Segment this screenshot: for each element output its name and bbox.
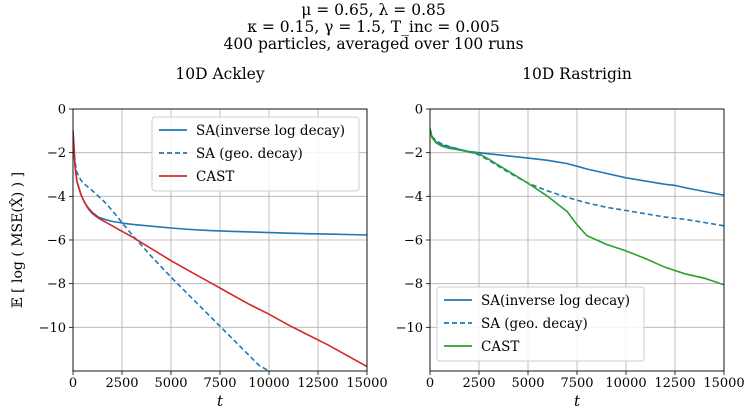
- legend-entry: SA(inverse log decay): [481, 293, 630, 309]
- legend-entry: SA (geo. decay): [196, 146, 303, 162]
- suptitle-line-1: μ = 0.65, λ = 0.85: [301, 1, 446, 19]
- x-tick-label: 10000: [605, 376, 646, 391]
- y-tick-label: −10: [39, 321, 66, 336]
- figure-suptitle: μ = 0.65, λ = 0.85 κ = 0.15, γ = 1.5, T_…: [0, 2, 747, 53]
- legend-frame: [151, 116, 360, 192]
- x-tick-label: 2500: [105, 376, 138, 391]
- x-tick-label: 7500: [560, 376, 593, 391]
- chart-title-ackley: 10D Ackley: [175, 65, 265, 83]
- series-line-ackley-2: [73, 130, 367, 368]
- y-tick-label: 0: [58, 103, 66, 118]
- x-tick-label: 12500: [297, 376, 338, 391]
- x-tick-label: 10000: [248, 376, 289, 391]
- legend-entry: SA (geo. decay): [481, 316, 588, 332]
- legend-entry: SA(inverse log decay): [196, 123, 345, 139]
- legend-ackley: SA(inverse log decay) SA (geo. decay) CAST: [151, 116, 360, 192]
- y-tick-label: −8: [404, 277, 423, 292]
- plot-rastrigin: 0 2500 5000 7500 10000 12500 15000 0 −2 −4 −6 −8 −10…: [396, 103, 745, 411]
- x-axis-label: t: [574, 392, 581, 410]
- y-tick-label: −10: [396, 321, 423, 336]
- y-axis-label: 𝔼 [ log ( MSE(X̂) ) ]: [8, 172, 26, 308]
- y-tick-label: 0: [415, 103, 423, 118]
- legend-rastrigin: SA(inverse log decay) SA (geo. decay) CAST: [436, 286, 645, 362]
- y-tick-label: −8: [47, 277, 66, 292]
- plot-ackley: 0 2500 5000 7500 10000 12500 15000 0 −2 −4 −6 −8 −10…: [8, 103, 387, 411]
- legend-frame: [436, 286, 645, 362]
- series-line-rastrigin-2: [430, 128, 724, 286]
- suptitle-line-3: 400 particles, averaged over 100 runs: [223, 35, 524, 53]
- y-tick-label: −4: [47, 190, 66, 205]
- chart-title-rastrigin: 10D Rastrigin: [522, 65, 632, 83]
- series-line-ackley-1: [73, 130, 270, 371]
- x-axis-label: t: [217, 392, 224, 410]
- x-tick-label: 15000: [703, 376, 744, 391]
- x-tick-label: 15000: [346, 376, 387, 391]
- x-tick-label: 5000: [511, 376, 544, 391]
- x-tick-label: 7500: [203, 376, 236, 391]
- legend-entry: CAST: [481, 339, 519, 355]
- suptitle-line-2: κ = 0.15, γ = 1.5, T_inc = 0.005: [247, 18, 500, 36]
- y-tick-label: −2: [404, 146, 423, 161]
- x-tick-label: 0: [69, 376, 77, 391]
- x-tick-label: 5000: [154, 376, 187, 391]
- y-tick-label: −6: [404, 234, 423, 249]
- x-tick-label: 12500: [654, 376, 695, 391]
- y-tick-label: −2: [47, 146, 66, 161]
- y-tick-label: −6: [47, 234, 66, 249]
- y-tick-label: −4: [404, 190, 423, 205]
- x-tick-label: 0: [426, 376, 434, 391]
- legend-entry: CAST: [196, 169, 234, 185]
- x-tick-label: 2500: [462, 376, 495, 391]
